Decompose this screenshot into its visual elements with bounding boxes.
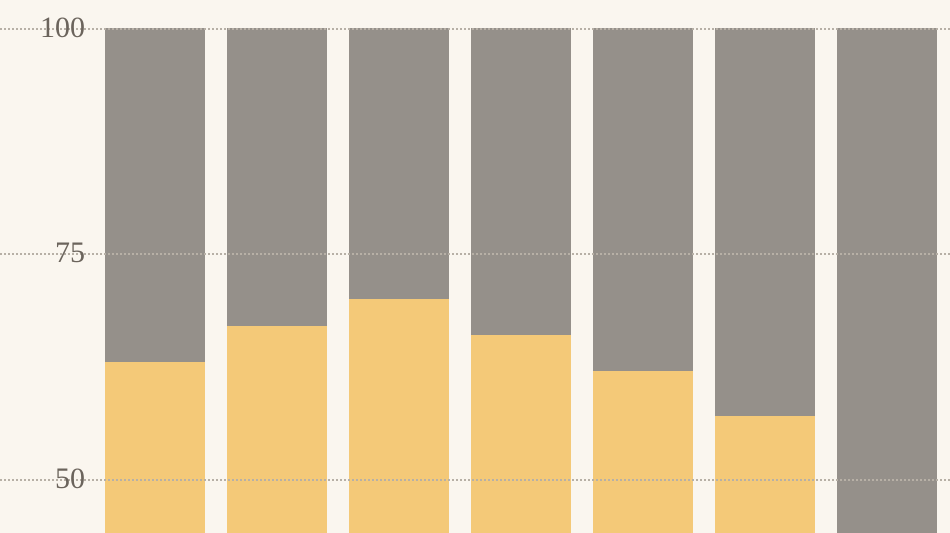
bar-segment-lower <box>593 371 693 533</box>
gridline <box>0 253 950 255</box>
y-tick-label: 75 <box>55 236 85 270</box>
plot-area <box>105 28 945 533</box>
bar-group <box>471 28 571 533</box>
bar-segment-lower <box>471 335 571 533</box>
bar-segment-upper <box>837 28 937 533</box>
stacked-bar-chart: 100 75 50 <box>0 0 950 533</box>
bar-group <box>715 28 815 533</box>
bar-group <box>837 28 937 533</box>
bar-group <box>105 28 205 533</box>
gridline <box>0 28 950 30</box>
y-tick-label: 50 <box>55 462 85 496</box>
bar-segment-upper <box>471 28 571 335</box>
bar-group <box>227 28 327 533</box>
bar-segment-upper <box>715 28 815 416</box>
bar-segment-lower <box>227 326 327 533</box>
bar-segment-upper <box>593 28 693 371</box>
bar-segment-upper <box>227 28 327 326</box>
bar-group <box>349 28 449 533</box>
bar-segment-lower <box>349 299 449 533</box>
bar-group <box>593 28 693 533</box>
bar-segment-upper <box>105 28 205 362</box>
gridline <box>0 479 950 481</box>
bar-segment-upper <box>349 28 449 299</box>
bar-segment-lower <box>715 416 815 533</box>
bar-segment-lower <box>105 362 205 533</box>
y-tick-label: 100 <box>40 11 85 45</box>
